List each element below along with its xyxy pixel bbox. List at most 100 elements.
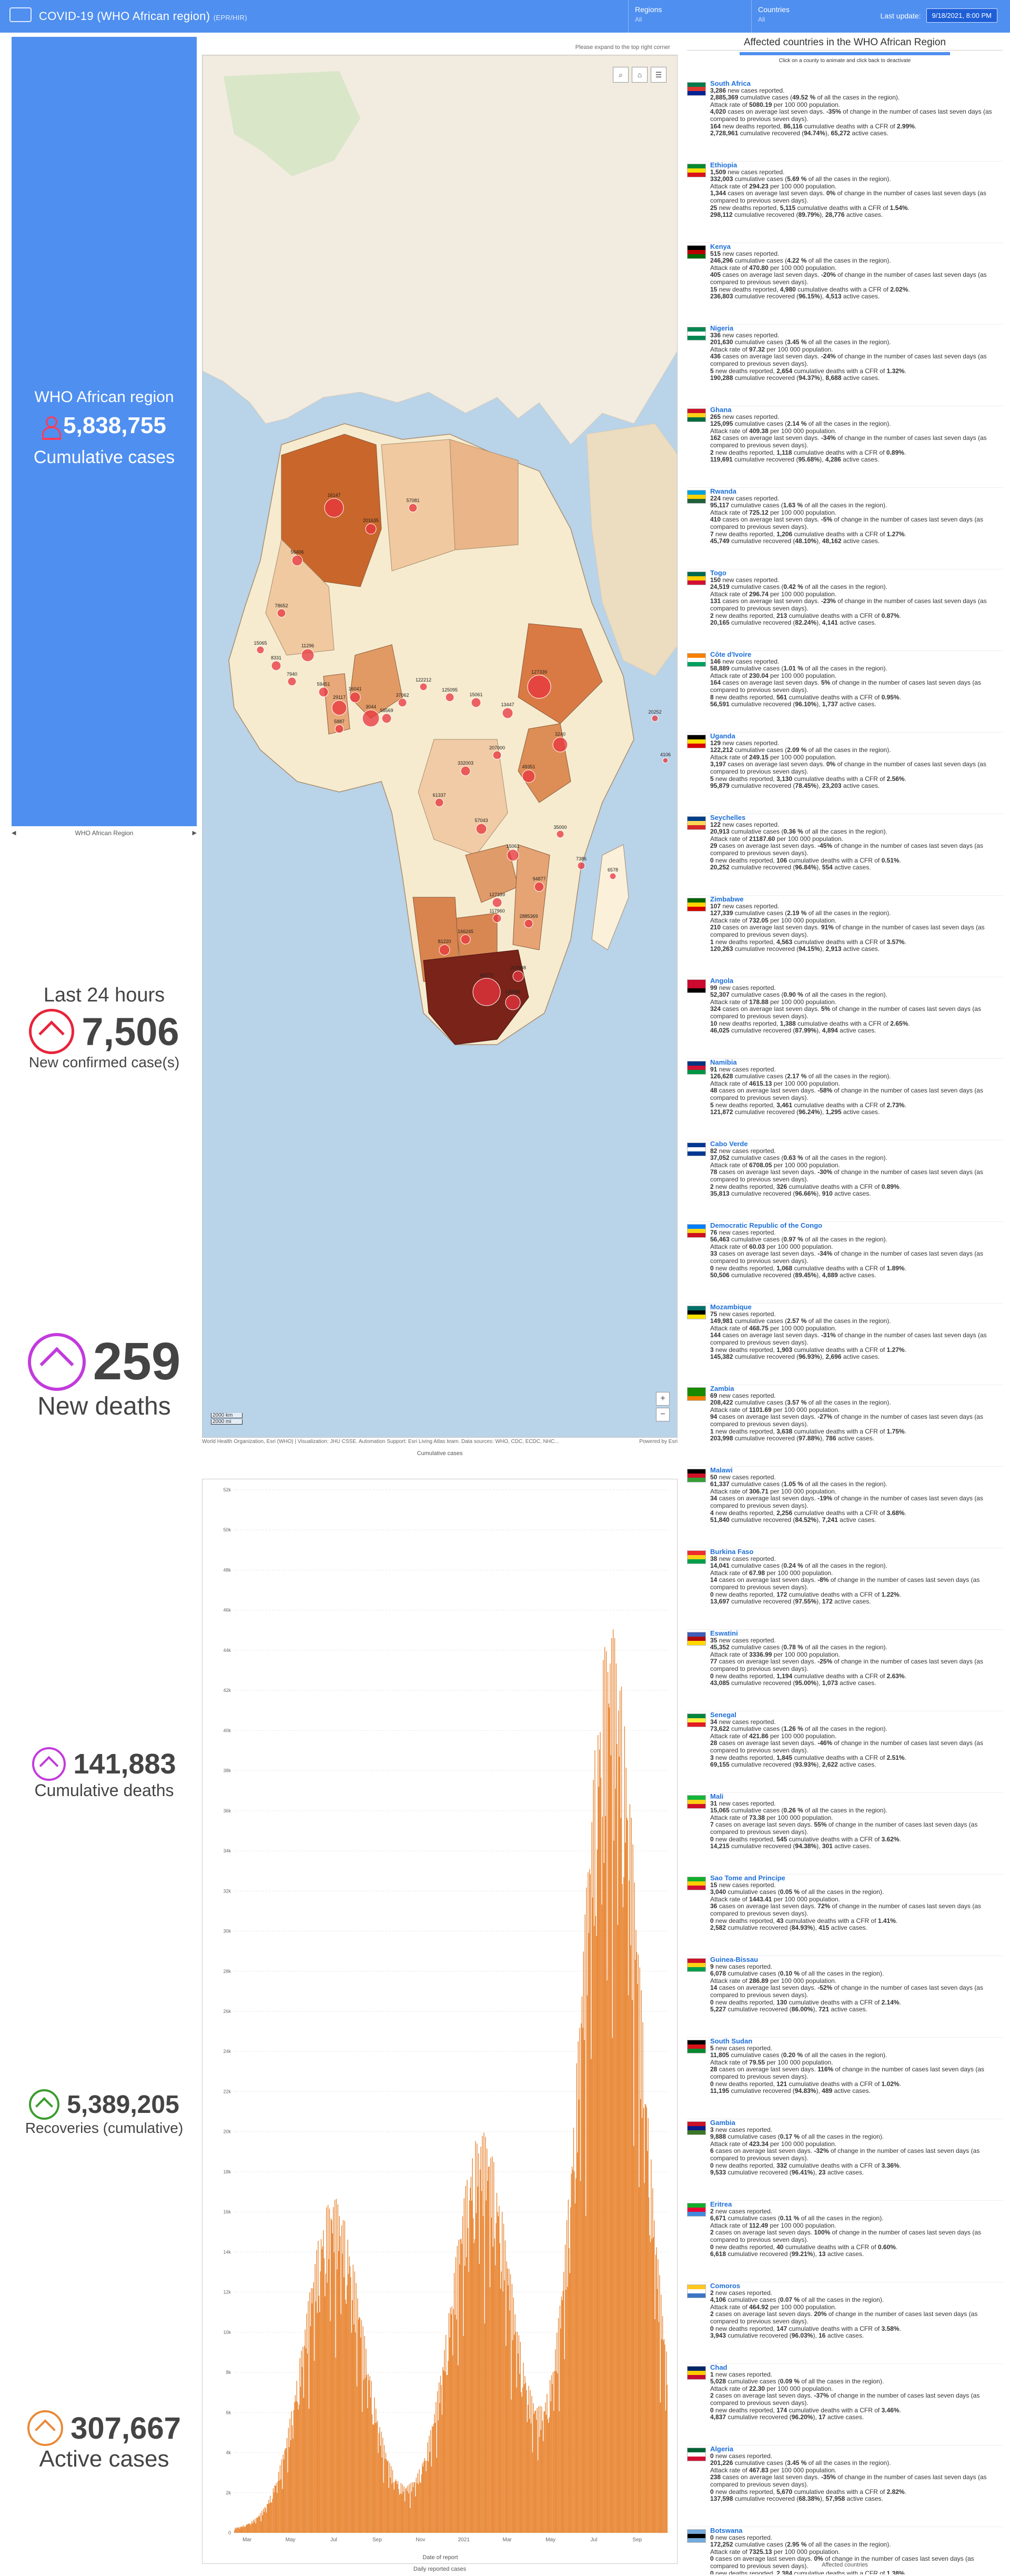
country-name[interactable]: Guinea-Bissau bbox=[710, 1956, 759, 1963]
country-list-item[interactable]: Botswana 0 new cases reported. 172,252 cum… bbox=[687, 2527, 1003, 2574]
country-list-item[interactable]: Algeria 0 new cases reported. 201,226 cumu… bbox=[687, 2445, 1003, 2527]
map-canvas[interactable]: 16147 201635 57081 56406 78652 15065 8331 7940 1… bbox=[203, 55, 678, 1438]
country-list-item[interactable]: South Sudan 5 new cases reported. 11,805 c… bbox=[687, 2038, 1003, 2119]
case-bubble[interactable] bbox=[365, 523, 377, 535]
zoom-out-button[interactable]: − bbox=[656, 1408, 670, 1421]
case-bubble[interactable] bbox=[435, 798, 444, 807]
country-list-item[interactable]: Angola 99 new cases reported. 52,307 cumul… bbox=[687, 977, 1003, 1059]
next-arrow-icon[interactable]: ▶ bbox=[192, 830, 197, 836]
case-bubble[interactable] bbox=[534, 881, 544, 892]
case-bubble[interactable] bbox=[472, 978, 501, 1006]
case-bubble[interactable] bbox=[291, 555, 303, 566]
country-list-item[interactable]: Guinea-Bissau 9 new cases reported. 6,078 … bbox=[687, 1956, 1003, 2038]
country-list-item[interactable]: Mali 31 new cases reported. 15,065 cumulat… bbox=[687, 1793, 1003, 1875]
country-list-item[interactable]: Uganda 129 new cases reported. 122,212 cum… bbox=[687, 733, 1003, 814]
country-name[interactable]: Eritrea bbox=[710, 2200, 732, 2208]
country-name[interactable]: Sao Tome and Principe bbox=[710, 1874, 785, 1882]
country-name[interactable]: Uganda bbox=[710, 732, 735, 740]
home-icon[interactable]: ⌂ bbox=[632, 67, 648, 83]
country-name[interactable]: Senegal bbox=[710, 1711, 736, 1719]
country-name[interactable]: South Africa bbox=[710, 80, 751, 87]
country-list-item[interactable]: Kenya 515 new cases reported. 246,296 cumu… bbox=[687, 243, 1003, 325]
country-list-item[interactable]: Comoros 2 new cases reported. 4,106 cumula… bbox=[687, 2282, 1003, 2364]
country-name[interactable]: Angola bbox=[710, 977, 734, 985]
country-name[interactable]: Rwanda bbox=[710, 487, 736, 495]
case-bubble[interactable] bbox=[331, 700, 347, 716]
country-name[interactable]: Namibia bbox=[710, 1058, 737, 1066]
country-list-item[interactable]: Seychelles 122 new cases reported. 20,913 … bbox=[687, 814, 1003, 896]
case-bubble[interactable] bbox=[349, 691, 361, 703]
case-bubble[interactable] bbox=[439, 944, 450, 956]
regions-selector[interactable]: Regions All bbox=[628, 0, 751, 33]
country-list-item[interactable]: Burkina Faso 38 new cases reported. 14,041… bbox=[687, 1548, 1003, 1630]
country-name[interactable]: Zimbabwe bbox=[710, 895, 744, 903]
country-name[interactable]: Ethiopia bbox=[710, 161, 738, 169]
case-bubble[interactable] bbox=[577, 861, 585, 870]
case-bubble[interactable] bbox=[524, 919, 533, 928]
country-list-item[interactable]: Cabo Verde 82 new cases reported. 37,052 c… bbox=[687, 1140, 1003, 1222]
case-bubble[interactable] bbox=[471, 697, 481, 708]
case-bubble[interactable] bbox=[492, 897, 502, 908]
country-list-item[interactable]: Ethiopia 1,509 new cases reported. 332,003… bbox=[687, 162, 1003, 243]
case-bubble[interactable] bbox=[460, 934, 471, 945]
country-list-item[interactable]: Eswatini 35 new cases reported. 45,352 cum… bbox=[687, 1630, 1003, 1711]
country-name[interactable]: Algeria bbox=[710, 2445, 734, 2453]
country-name[interactable]: Chad bbox=[710, 2363, 728, 2371]
case-bubble[interactable] bbox=[662, 757, 669, 764]
country-list-item[interactable]: Ghana 265 new cases reported. 125,095 cumu… bbox=[687, 406, 1003, 488]
country-name[interactable]: Gambia bbox=[710, 2119, 735, 2127]
case-bubble[interactable] bbox=[492, 750, 502, 760]
country-list-item[interactable]: Chad 1 new cases reported. 5,028 cumulativ… bbox=[687, 2364, 1003, 2445]
country-name[interactable]: Botswana bbox=[710, 2527, 743, 2534]
country-list-item[interactable]: South Africa 3,286 new cases reported. 2,8… bbox=[687, 80, 1003, 162]
case-bubble[interactable] bbox=[271, 660, 281, 671]
case-bubble[interactable] bbox=[381, 713, 392, 724]
country-list-item[interactable]: Rwanda 224 new cases reported. 95,117 cumu… bbox=[687, 488, 1003, 569]
case-bubble[interactable] bbox=[651, 715, 659, 722]
country-name[interactable]: Burkina Faso bbox=[710, 1548, 754, 1556]
country-list-item[interactable]: Namibia 91 new cases reported. 126,628 cum… bbox=[687, 1059, 1003, 1140]
country-list-item[interactable]: Nigeria 336 new cases reported. 201,630 cu… bbox=[687, 325, 1003, 406]
country-name[interactable]: Ghana bbox=[710, 406, 732, 414]
case-bubble[interactable] bbox=[502, 707, 513, 719]
case-bubble[interactable] bbox=[460, 766, 471, 776]
country-name[interactable]: Mali bbox=[710, 1792, 724, 1800]
country-list-item[interactable]: Zambia 69 new cases reported. 208,422 cumu… bbox=[687, 1385, 1003, 1467]
country-name[interactable]: Togo bbox=[710, 569, 726, 577]
zoom-in-button[interactable]: + bbox=[656, 1392, 670, 1406]
case-bubble[interactable] bbox=[512, 970, 524, 982]
case-bubble[interactable] bbox=[256, 646, 265, 654]
country-list-item[interactable]: Côte d'Ivoire 146 new cases reported. 58,8… bbox=[687, 651, 1003, 733]
case-bubble[interactable] bbox=[492, 914, 502, 923]
country-name[interactable]: Cabo Verde bbox=[710, 1140, 748, 1148]
country-list-item[interactable]: Togo 150 new cases reported. 24,519 cumula… bbox=[687, 569, 1003, 651]
country-name[interactable]: Kenya bbox=[710, 243, 731, 250]
country-list-item[interactable]: Eritrea 2 new cases reported. 6,671 cumula… bbox=[687, 2201, 1003, 2282]
case-bubble[interactable] bbox=[609, 873, 617, 880]
case-bubble[interactable] bbox=[362, 709, 380, 727]
case-bubble[interactable] bbox=[505, 995, 521, 1010]
countries-selector[interactable]: Countries All bbox=[751, 0, 877, 33]
layers-icon[interactable]: ☰ bbox=[651, 67, 666, 83]
case-bubble[interactable] bbox=[408, 503, 418, 513]
country-list-item[interactable]: Malawi 50 new cases reported. 61,337 cumul… bbox=[687, 1467, 1003, 1548]
daily-cases-chart[interactable]: 0 2k 4k 6k 8k 10k 12k 14k 16k 18k 20k 22k 24k 26k 28k 3… bbox=[202, 1479, 678, 2564]
country-name[interactable]: Nigeria bbox=[710, 324, 734, 332]
country-list-item[interactable]: Democratic Republic of the Congo 76 new c… bbox=[687, 1222, 1003, 1304]
africa-map[interactable]: 16147 201635 57081 56406 78652 15065 8331 7940 1… bbox=[202, 55, 678, 1438]
country-list[interactable]: South Africa 3,286 new cases reported. 2,8… bbox=[687, 80, 1003, 2574]
case-bubble[interactable] bbox=[324, 498, 344, 518]
country-list-item[interactable]: Gambia 3 new cases reported. 9,888 cumulat… bbox=[687, 2119, 1003, 2201]
case-bubble[interactable] bbox=[445, 693, 454, 702]
country-name[interactable]: Mozambique bbox=[710, 1303, 752, 1311]
country-list-item[interactable]: Mozambique 75 new cases reported. 149,981 … bbox=[687, 1304, 1003, 1385]
case-bubble[interactable] bbox=[277, 608, 286, 618]
country-name[interactable]: Comoros bbox=[710, 2282, 741, 2290]
country-list-item[interactable]: Zimbabwe 107 new cases reported. 127,339 c… bbox=[687, 896, 1003, 977]
case-bubble[interactable] bbox=[398, 698, 407, 707]
case-bubble[interactable] bbox=[552, 737, 568, 753]
country-name[interactable]: Zambia bbox=[710, 1385, 734, 1392]
country-name[interactable]: Seychelles bbox=[710, 814, 746, 821]
case-bubble[interactable] bbox=[527, 675, 551, 699]
country-name[interactable]: Democratic Republic of the Congo bbox=[710, 1221, 823, 1229]
